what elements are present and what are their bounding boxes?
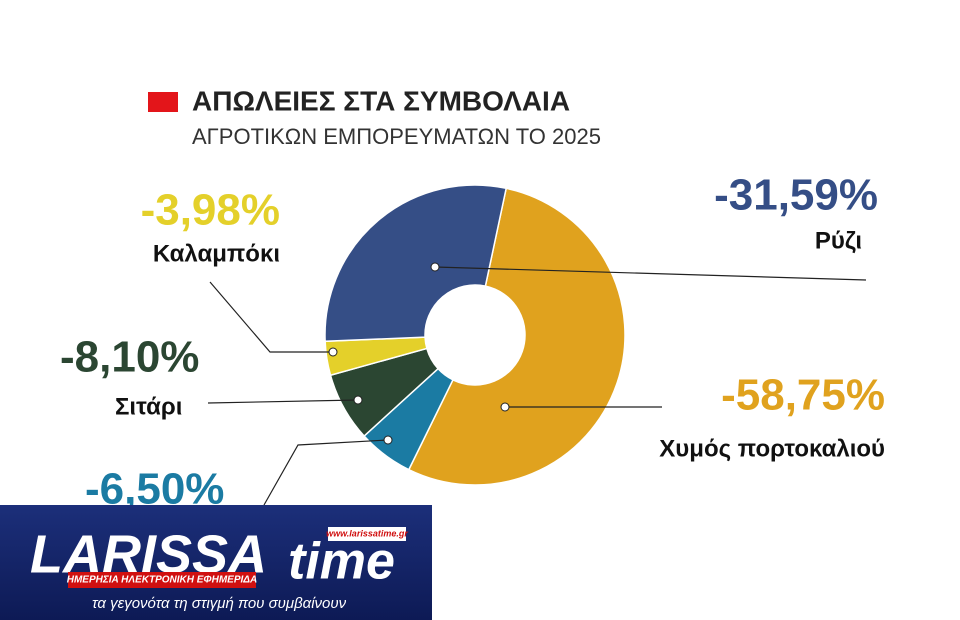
category-label: Χυμός πορτοκαλιού <box>659 435 885 462</box>
chart-title: ΑΠΩΛΕΙΕΣ ΣΤΑ ΣΥΜΒΟΛΑΙΑ <box>192 85 570 116</box>
logo: LARISSA time www.larissatime.gr ΗΜΕΡΗΣΙΑ… <box>0 505 432 620</box>
logo-tagline: ΗΜΕΡΗΣΙΑ ΗΛΕΚΤΡΟΝΙΚΗ ΕΦΗΜΕΡΙΔΑ <box>67 575 257 586</box>
logo-url: www.larissatime.gr <box>326 528 408 538</box>
category-label: Καλαμπόκι <box>153 240 280 267</box>
category-label: Σιτάρι <box>115 393 182 420</box>
leader-dot <box>383 435 393 445</box>
title-marker <box>148 92 178 112</box>
logo-background <box>0 505 432 620</box>
value-label: -8,10% <box>60 333 199 382</box>
logo-slogan: τα γεγονότα τη στιγμή που συμβαίνουν <box>92 595 347 612</box>
donut-slice <box>324 184 508 343</box>
value-label: -31,59% <box>714 171 878 220</box>
leader-line <box>263 439 389 506</box>
leader-line <box>209 281 333 353</box>
leader-dot <box>500 402 510 412</box>
leader-line <box>207 399 359 404</box>
value-label: -3,98% <box>141 186 280 235</box>
leader-dot <box>430 262 440 272</box>
donut-slice <box>407 187 626 486</box>
leader-line <box>434 266 867 281</box>
url-box <box>328 527 406 541</box>
leader-dot <box>353 395 363 405</box>
logo-name2: time <box>288 533 395 591</box>
chart-subtitle: ΑΓΡΟΤΙΚΩΝ ΕΜΠΟΡΕΥΜΑΤΩΝ ΤΟ 2025 <box>192 124 601 149</box>
category-label: Ρύζι <box>815 227 862 254</box>
leader-dot <box>328 347 338 357</box>
value-label: -58,75% <box>721 371 885 420</box>
tagline-box <box>68 572 256 588</box>
plot: -58,75%Χυμός πορτοκαλιού-6,50%-8,10%Σιτά… <box>60 171 885 514</box>
